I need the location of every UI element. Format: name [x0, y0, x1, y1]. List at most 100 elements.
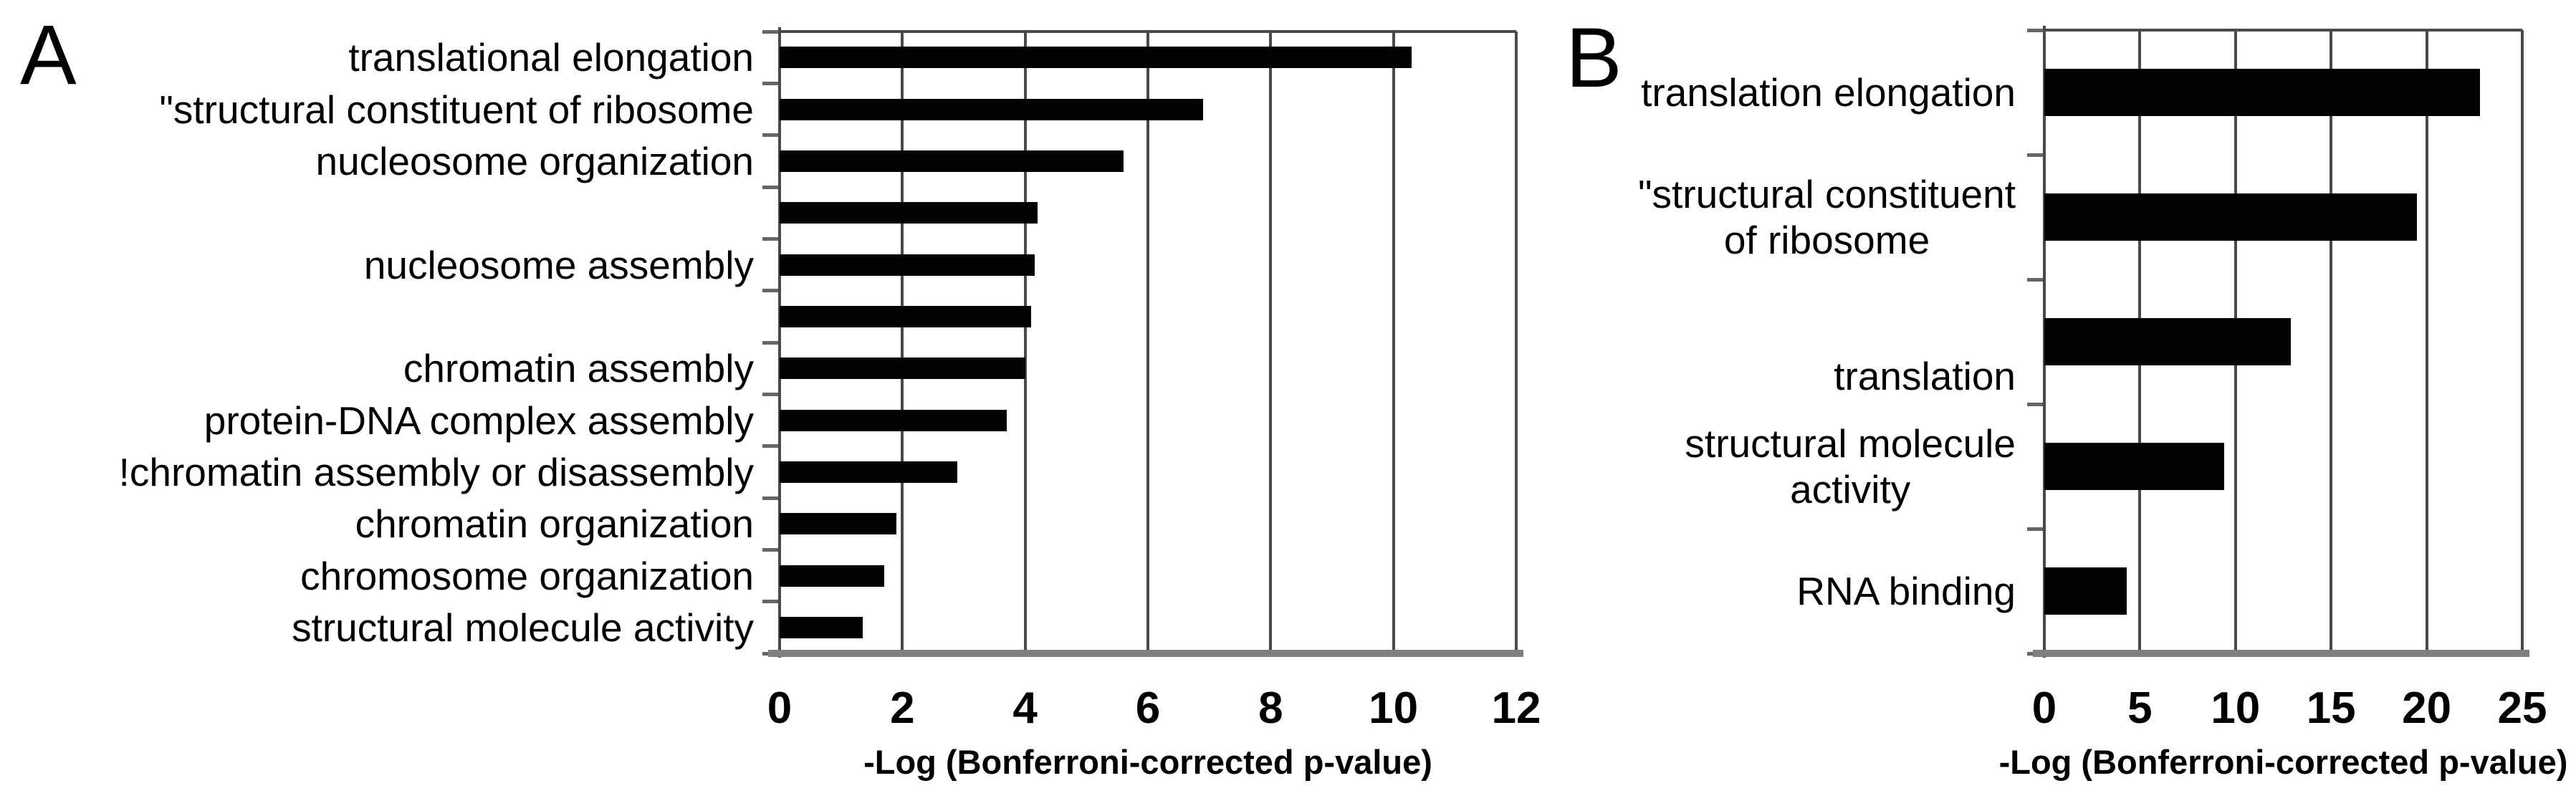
bar — [780, 47, 1412, 69]
bar — [2044, 443, 2224, 490]
axis-title: -Log (Bonferroni-corrected p-value) — [1998, 743, 2568, 781]
bar — [780, 150, 1124, 172]
bar — [2044, 567, 2127, 615]
gridline — [1269, 32, 1273, 653]
axis-tick — [762, 444, 778, 448]
category-label: translational elongation — [348, 34, 754, 80]
category-label: chromatin organization — [355, 501, 754, 547]
axis-tick — [762, 289, 778, 293]
axis-tick — [2027, 28, 2043, 32]
bar — [780, 513, 896, 535]
axis-tick — [762, 81, 778, 85]
category-label-line: !chromatin assembly or disassembly — [118, 449, 754, 494]
bar — [2044, 318, 2291, 365]
category-label: translation elongation — [1641, 69, 2016, 115]
bar — [2044, 193, 2417, 241]
gridline — [901, 32, 904, 653]
bar — [780, 202, 1038, 224]
bar — [780, 409, 1007, 431]
category-label: structural molecule activity — [1685, 421, 2016, 512]
axis-tick — [762, 133, 778, 138]
gridline — [2330, 30, 2333, 653]
gridline — [1023, 32, 1027, 653]
category-label: protein-DNA complex assembly — [204, 398, 754, 443]
plot-area — [762, 27, 1523, 658]
x-tick-label: 0 — [767, 683, 793, 733]
plot-top-frame — [2044, 29, 2522, 32]
category-label-line: nucleosome assembly — [363, 242, 754, 287]
category-label-line: activity — [1790, 467, 1911, 512]
x-tick-label: 6 — [1135, 683, 1161, 733]
gridline — [1146, 32, 1149, 653]
category-label-line: translational elongation — [348, 35, 754, 80]
x-axis — [768, 650, 1523, 657]
gridline — [1392, 32, 1395, 653]
axis-tick — [762, 29, 778, 34]
bar — [780, 357, 1025, 380]
x-tick-label: 2 — [890, 683, 915, 733]
y-axis — [778, 27, 781, 658]
x-axis — [2033, 650, 2529, 657]
bar — [780, 305, 1031, 327]
axis-tick — [762, 547, 778, 552]
plot-top-frame — [780, 30, 1516, 33]
x-tick-label: 15 — [2306, 683, 2356, 733]
category-label: nucleosome assembly — [364, 242, 754, 288]
category-label-line: translation elongation — [1641, 70, 2016, 115]
axis-tick — [762, 651, 778, 656]
category-label-line: of ribosome — [1723, 218, 1930, 262]
axis-tick — [762, 340, 778, 345]
category-label-line: translation — [1834, 354, 2016, 398]
x-tick-label: 25 — [2497, 683, 2547, 733]
category-label: nucleosome organization — [316, 138, 755, 184]
x-tick-label: 10 — [2211, 683, 2261, 733]
y-axis — [2043, 26, 2046, 658]
axis-tick — [762, 185, 778, 189]
axis-tick — [2027, 651, 2043, 656]
category-label: "structural constituent of ribosome — [1638, 171, 2016, 263]
category-label: !chromatin assembly or disassembly — [119, 449, 754, 495]
panel-letter: A — [20, 8, 77, 102]
gridline — [2521, 30, 2524, 653]
axis-tick — [2027, 527, 2043, 531]
category-label-line: RNA binding — [1796, 569, 2016, 613]
bar — [780, 565, 884, 587]
axis-tick — [762, 236, 778, 241]
bar — [780, 254, 1035, 276]
gridline — [2138, 30, 2142, 653]
bar — [780, 98, 1203, 120]
category-label-line: chromosome organization — [300, 553, 754, 598]
axis-title: -Log (Bonferroni-corrected p-value) — [863, 743, 1432, 781]
gridline — [2233, 30, 2237, 653]
category-label: chromosome organization — [300, 553, 754, 599]
category-label: structural molecule activity — [292, 605, 754, 651]
axis-tick — [2027, 277, 2043, 282]
bar — [780, 616, 863, 638]
x-tick-label: 8 — [1258, 683, 1283, 733]
category-label-line: "structural constituent of ribosome — [159, 87, 754, 132]
category-label: RNA binding — [1796, 568, 2016, 614]
category-label-line: chromatin organization — [355, 502, 754, 547]
category-label-line: nucleosome organization — [315, 138, 755, 183]
x-tick-label: 0 — [2031, 683, 2057, 733]
gridline — [1515, 32, 1518, 653]
axis-tick — [2027, 153, 2043, 157]
category-label-line: "structural constituent — [1638, 172, 2016, 216]
category-label: chromatin assembly — [403, 345, 754, 391]
bar — [2044, 69, 2480, 116]
x-tick-label: 4 — [1012, 683, 1038, 733]
x-tick-label: 10 — [1369, 683, 1419, 733]
axis-tick — [2027, 402, 2043, 406]
category-label: "structural constituent of ribosome — [159, 87, 754, 133]
x-tick-label: 20 — [2402, 683, 2452, 733]
panel-letter: B — [1566, 11, 1622, 105]
category-label-line: protein-DNA complex assembly — [204, 398, 754, 443]
category-label: translation — [1834, 353, 2016, 399]
category-label-line: structural molecule — [1685, 421, 2016, 466]
gridline — [2425, 30, 2428, 653]
plot-area — [2027, 26, 2529, 658]
bar — [780, 461, 957, 483]
